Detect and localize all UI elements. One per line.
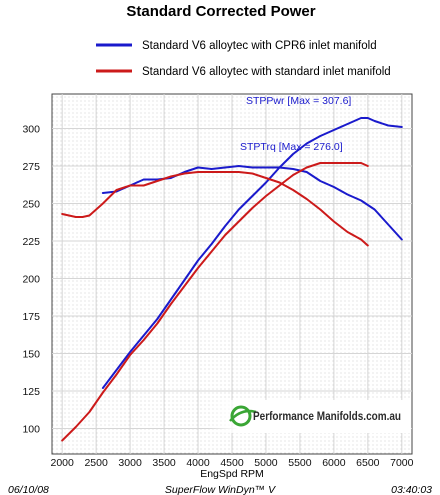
y-tick-label: 100 bbox=[22, 424, 40, 436]
standard-torque-line bbox=[61, 171, 369, 247]
series-curves bbox=[61, 117, 403, 442]
footer-software: SuperFlow WinDyn™ V bbox=[165, 484, 276, 495]
y-tick-label: 175 bbox=[22, 311, 40, 323]
x-tick-label: 3000 bbox=[118, 457, 142, 469]
logo-text: Performance Manifolds.com.au bbox=[253, 409, 401, 423]
x-tick-label: 5500 bbox=[288, 457, 312, 469]
y-tick-label: 250 bbox=[22, 199, 40, 211]
footer-date: 06/10/08 bbox=[8, 484, 49, 495]
y-axis-ticks: 100 125 150 175 200 225 250 275 300 bbox=[22, 124, 40, 436]
x-tick-label: 5000 bbox=[254, 457, 278, 469]
legend-label-standard: Standard V6 alloytec with standard inlet… bbox=[142, 66, 391, 78]
logo-backdrop bbox=[208, 400, 411, 433]
logo: Performance Manifolds.com.au bbox=[208, 400, 411, 433]
annotation-torque: STPTrq [Max = 276.0] bbox=[240, 141, 343, 153]
x-tick-label: 2000 bbox=[51, 457, 75, 469]
x-tick-label: 7000 bbox=[390, 457, 414, 469]
y-tick-label: 200 bbox=[22, 274, 40, 286]
x-tick-label: 4500 bbox=[220, 457, 244, 469]
standard-power-line bbox=[61, 162, 369, 442]
x-tick-label: 3500 bbox=[152, 457, 176, 469]
y-tick-label: 125 bbox=[22, 386, 40, 398]
footer-time: 03:40:03 bbox=[391, 484, 432, 495]
y-tick-label: 150 bbox=[22, 349, 40, 361]
y-tick-label: 300 bbox=[22, 124, 40, 136]
x-axis-label: EngSpd RPM bbox=[200, 468, 264, 480]
x-tick-label: 6500 bbox=[356, 457, 380, 469]
logo-badge-icon bbox=[230, 405, 252, 427]
cpr6-torque-line bbox=[101, 165, 403, 241]
cpr6-power-line bbox=[101, 117, 403, 389]
legend-label-cpr6: Standard V6 alloytec with CPR6 inlet man… bbox=[142, 40, 377, 52]
x-tick-label: 2500 bbox=[84, 457, 108, 469]
chart-title: Standard Corrected Power bbox=[126, 3, 315, 20]
x-tick-label: 4000 bbox=[186, 457, 210, 469]
annotation-power: STPPwr [Max = 307.6] bbox=[246, 95, 351, 107]
x-tick-label: 6000 bbox=[322, 457, 346, 469]
logo-swoosh-icon bbox=[229, 409, 257, 422]
y-tick-label: 275 bbox=[22, 161, 40, 173]
x-axis-ticks: 2000 2500 3000 3500 4000 4500 5000 5500 6000 6500… bbox=[51, 457, 414, 469]
y-tick-label: 225 bbox=[22, 236, 40, 248]
legend: Standard V6 alloytec with CPR6 inlet man… bbox=[96, 40, 391, 78]
